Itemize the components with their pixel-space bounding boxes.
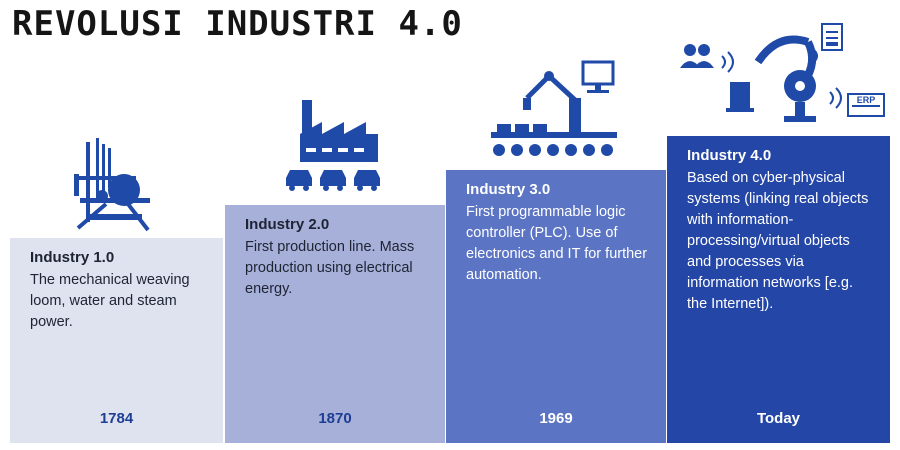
stage-description: First programmable logic controller (PLC… [466, 204, 648, 283]
stage-year: Today [756, 410, 801, 427]
erp-label: ERP [857, 95, 876, 105]
stage-heading: Industry 3.0 [466, 181, 551, 198]
weaving-loom-icon [72, 134, 162, 234]
stage-year: 1784 [99, 410, 134, 427]
stage-heading: Industry 2.0 [245, 216, 330, 233]
stage-year: 1969 [539, 410, 573, 427]
stage-industry-4: Industry 4.0 Based on cyber-physical sys… [667, 136, 890, 443]
stage-year: 1870 [318, 410, 352, 427]
stage-industry-3: Industry 3.0 First programmable logic co… [446, 170, 666, 443]
stage-industry-2: Industry 2.0 First production line. Mass… [225, 205, 445, 443]
stage-description: The mechanical weaving loom, water and s… [30, 272, 190, 330]
stage-description: Based on cyber-physical systems (linking… [687, 170, 869, 312]
stage-description: First production line. Mass production u… [245, 239, 415, 297]
cyber-physical-robot-icon: ERP [680, 22, 895, 127]
robot-arm-computer-icon [487, 60, 622, 165]
factory-production-line-icon [282, 100, 392, 195]
page-title: REVOLUSI INDUSTRI 4.0 [12, 4, 463, 44]
stage-industry-1: Industry 1.0 The mechanical weaving loom… [10, 238, 223, 443]
stage-heading: Industry 4.0 [687, 147, 772, 164]
stage-heading: Industry 1.0 [30, 249, 115, 266]
